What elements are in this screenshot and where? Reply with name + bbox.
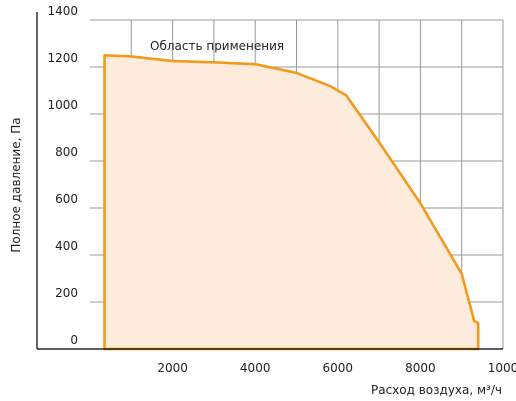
x-tick-label: 1000 [488, 361, 516, 375]
y-tick-label: 400 [55, 239, 78, 253]
y-tick-label: 800 [55, 145, 78, 159]
y-tick-label: 0 [70, 333, 78, 347]
y-tick-label: 1000 [47, 98, 78, 112]
y-tick-label: 200 [55, 286, 78, 300]
x-tick-label: 6000 [323, 361, 354, 375]
application-area-line [103, 54, 480, 351]
tick-labels: 0 200 400 600 800 1000 1200 1400 2000 4000 6000 800… [47, 4, 516, 375]
area-annotation: Область применения [150, 39, 284, 53]
x-tick-label: 2000 [157, 361, 188, 375]
application-area-fill [104, 55, 479, 350]
x-tick-label: 4000 [240, 361, 271, 375]
y-axis-label: Полное давление, Па [9, 117, 23, 252]
x-tick-label: 8000 [405, 361, 436, 375]
y-tick-label: 600 [55, 192, 78, 206]
y-tick-label: 1400 [47, 4, 78, 18]
y-tick-label: 1200 [47, 51, 78, 65]
x-axis-label: Расход воздуха, м³/ч [371, 383, 502, 397]
